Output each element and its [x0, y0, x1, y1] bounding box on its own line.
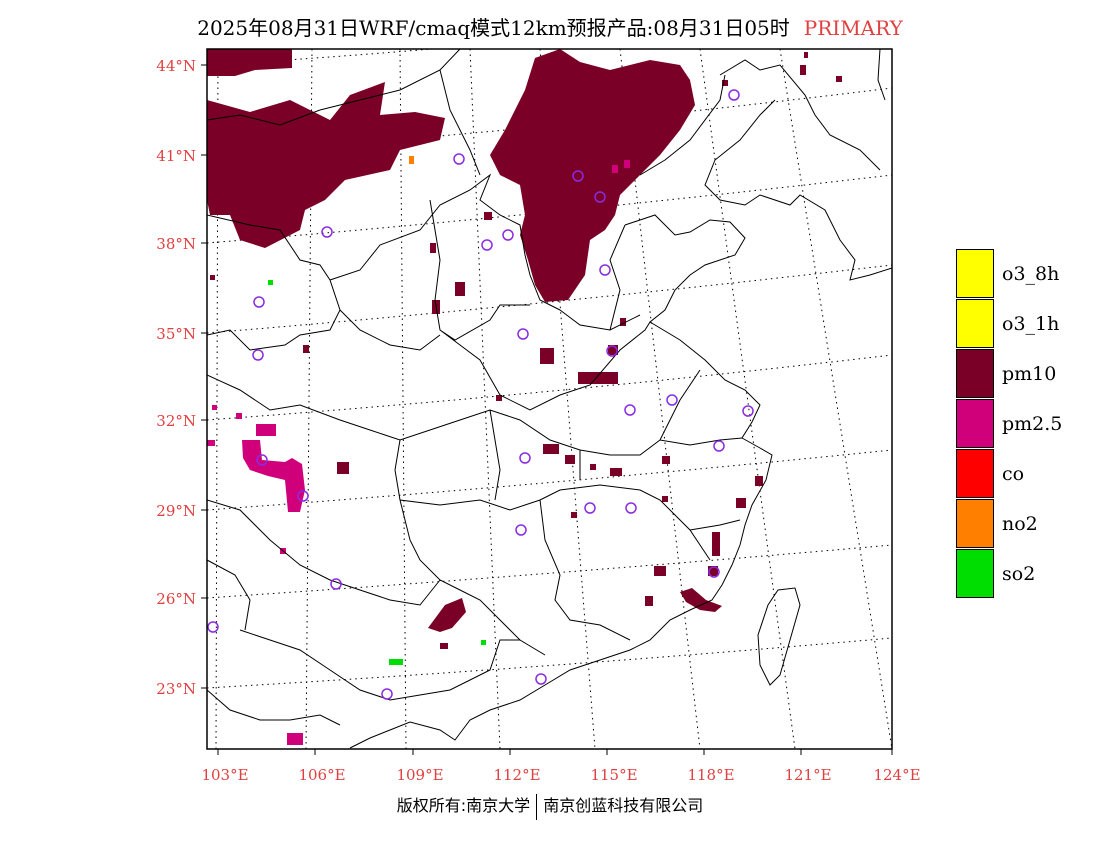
station-ring — [625, 502, 637, 514]
lon-label: 124°E — [873, 766, 920, 784]
tick-marks — [201, 64, 893, 755]
lat-label: 32°N — [156, 412, 196, 430]
station-ring — [453, 153, 465, 165]
legend-swatch — [956, 349, 994, 398]
station-ring — [321, 226, 333, 238]
footer-separator — [536, 793, 538, 820]
lon-label: 106°E — [298, 766, 345, 784]
lon-label: 115°E — [590, 766, 637, 784]
legend-swatch — [956, 499, 994, 548]
lat-label: 23°N — [156, 680, 196, 698]
station-ring — [599, 264, 611, 276]
lon-label: 118°E — [687, 766, 734, 784]
lat-labels: 44°N 41°N 38°N 35°N 32°N 29°N 26°N 23°N — [156, 57, 196, 698]
legend-label: pm10 — [1002, 363, 1057, 385]
legend-label: co — [1002, 463, 1025, 485]
footer-right: 南京创蓝科技有限公司 — [543, 796, 704, 815]
legend-label: no2 — [1002, 513, 1038, 535]
station-ring — [594, 191, 606, 203]
title-tag: PRIMARY — [803, 16, 903, 40]
station-markers — [207, 89, 754, 700]
station-ring — [606, 345, 618, 357]
pm10-patch-ne-corner — [207, 49, 292, 76]
station-ring — [666, 394, 678, 406]
station-ring — [207, 621, 219, 633]
pm10-patch-fujian — [680, 588, 722, 612]
title-main: 2025年08月31日WRF/cmaq模式12km预报产品:08月31日05时 — [197, 16, 790, 40]
pm10-patch-guangxi — [428, 598, 466, 632]
legend-swatch — [956, 549, 994, 598]
coastline — [349, 59, 892, 749]
pm10-plume-north — [207, 82, 445, 248]
station-ring — [742, 405, 754, 417]
no2-patch — [409, 156, 414, 164]
station-ring — [572, 170, 584, 182]
footer-left: 版权所有:南京大学 — [396, 796, 531, 815]
boundaries — [207, 49, 892, 749]
so2-patch — [389, 659, 403, 665]
legend-swatch — [956, 449, 994, 498]
station-ring — [330, 578, 342, 590]
station-ring — [481, 239, 493, 251]
station-ring — [624, 404, 636, 416]
station-ring — [728, 89, 740, 101]
station-ring — [256, 454, 268, 466]
other-pollutants — [268, 156, 486, 665]
lat-label: 35°N — [156, 325, 196, 343]
lat-label: 38°N — [156, 235, 196, 253]
lat-label: 44°N — [156, 57, 196, 75]
station-ring — [515, 524, 527, 536]
lat-label: 29°N — [156, 502, 196, 520]
map-title: 2025年08月31日WRF/cmaq模式12km预报产品:08月31日05时 P… — [0, 12, 1100, 41]
station-ring — [519, 452, 531, 464]
station-ring — [713, 440, 725, 452]
lon-label: 121°E — [784, 766, 831, 784]
lat-label: 41°N — [156, 147, 196, 165]
pm10-plume-beijing — [490, 49, 695, 302]
so2-patch — [481, 640, 486, 645]
taiwan — [757, 587, 801, 686]
pm10-regions — [207, 49, 842, 649]
province-lines — [207, 173, 743, 726]
legend-swatch — [956, 399, 994, 448]
border-lines — [207, 49, 886, 176]
station-ring — [252, 349, 264, 361]
lat-label: 26°N — [156, 590, 196, 608]
legend-label: o3_1h — [1002, 313, 1060, 335]
station-ring — [381, 688, 393, 700]
legend-swatch — [956, 299, 994, 348]
station-ring — [708, 566, 720, 578]
station-ring — [297, 490, 309, 502]
station-ring — [253, 296, 265, 308]
station-ring — [584, 502, 596, 514]
lon-label: 103°E — [201, 766, 248, 784]
lon-label: 109°E — [396, 766, 443, 784]
so2-patch — [268, 280, 273, 285]
copyright-footer: 版权所有:南京大学 南京创蓝科技有限公司 — [0, 792, 1100, 820]
legend-swatch — [956, 249, 994, 298]
legend-label: pm2.5 — [1002, 413, 1063, 435]
station-ring — [535, 673, 547, 685]
lon-labels: 103°E 106°E 109°E 112°E 115°E 118°E 121°… — [201, 766, 920, 784]
legend-label: o3_8h — [1002, 263, 1060, 285]
legend-label: so2 — [1002, 563, 1036, 585]
plot-frame — [206, 48, 893, 750]
station-ring — [517, 328, 529, 340]
lon-label: 112°E — [493, 766, 540, 784]
station-ring — [502, 229, 514, 241]
